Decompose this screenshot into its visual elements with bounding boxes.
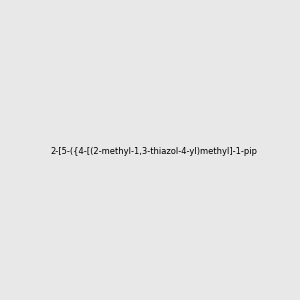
Text: 2-[5-({4-[(2-methyl-1,3-thiazol-4-yl)methyl]-1-pip: 2-[5-({4-[(2-methyl-1,3-thiazol-4-yl)met…: [50, 147, 257, 156]
